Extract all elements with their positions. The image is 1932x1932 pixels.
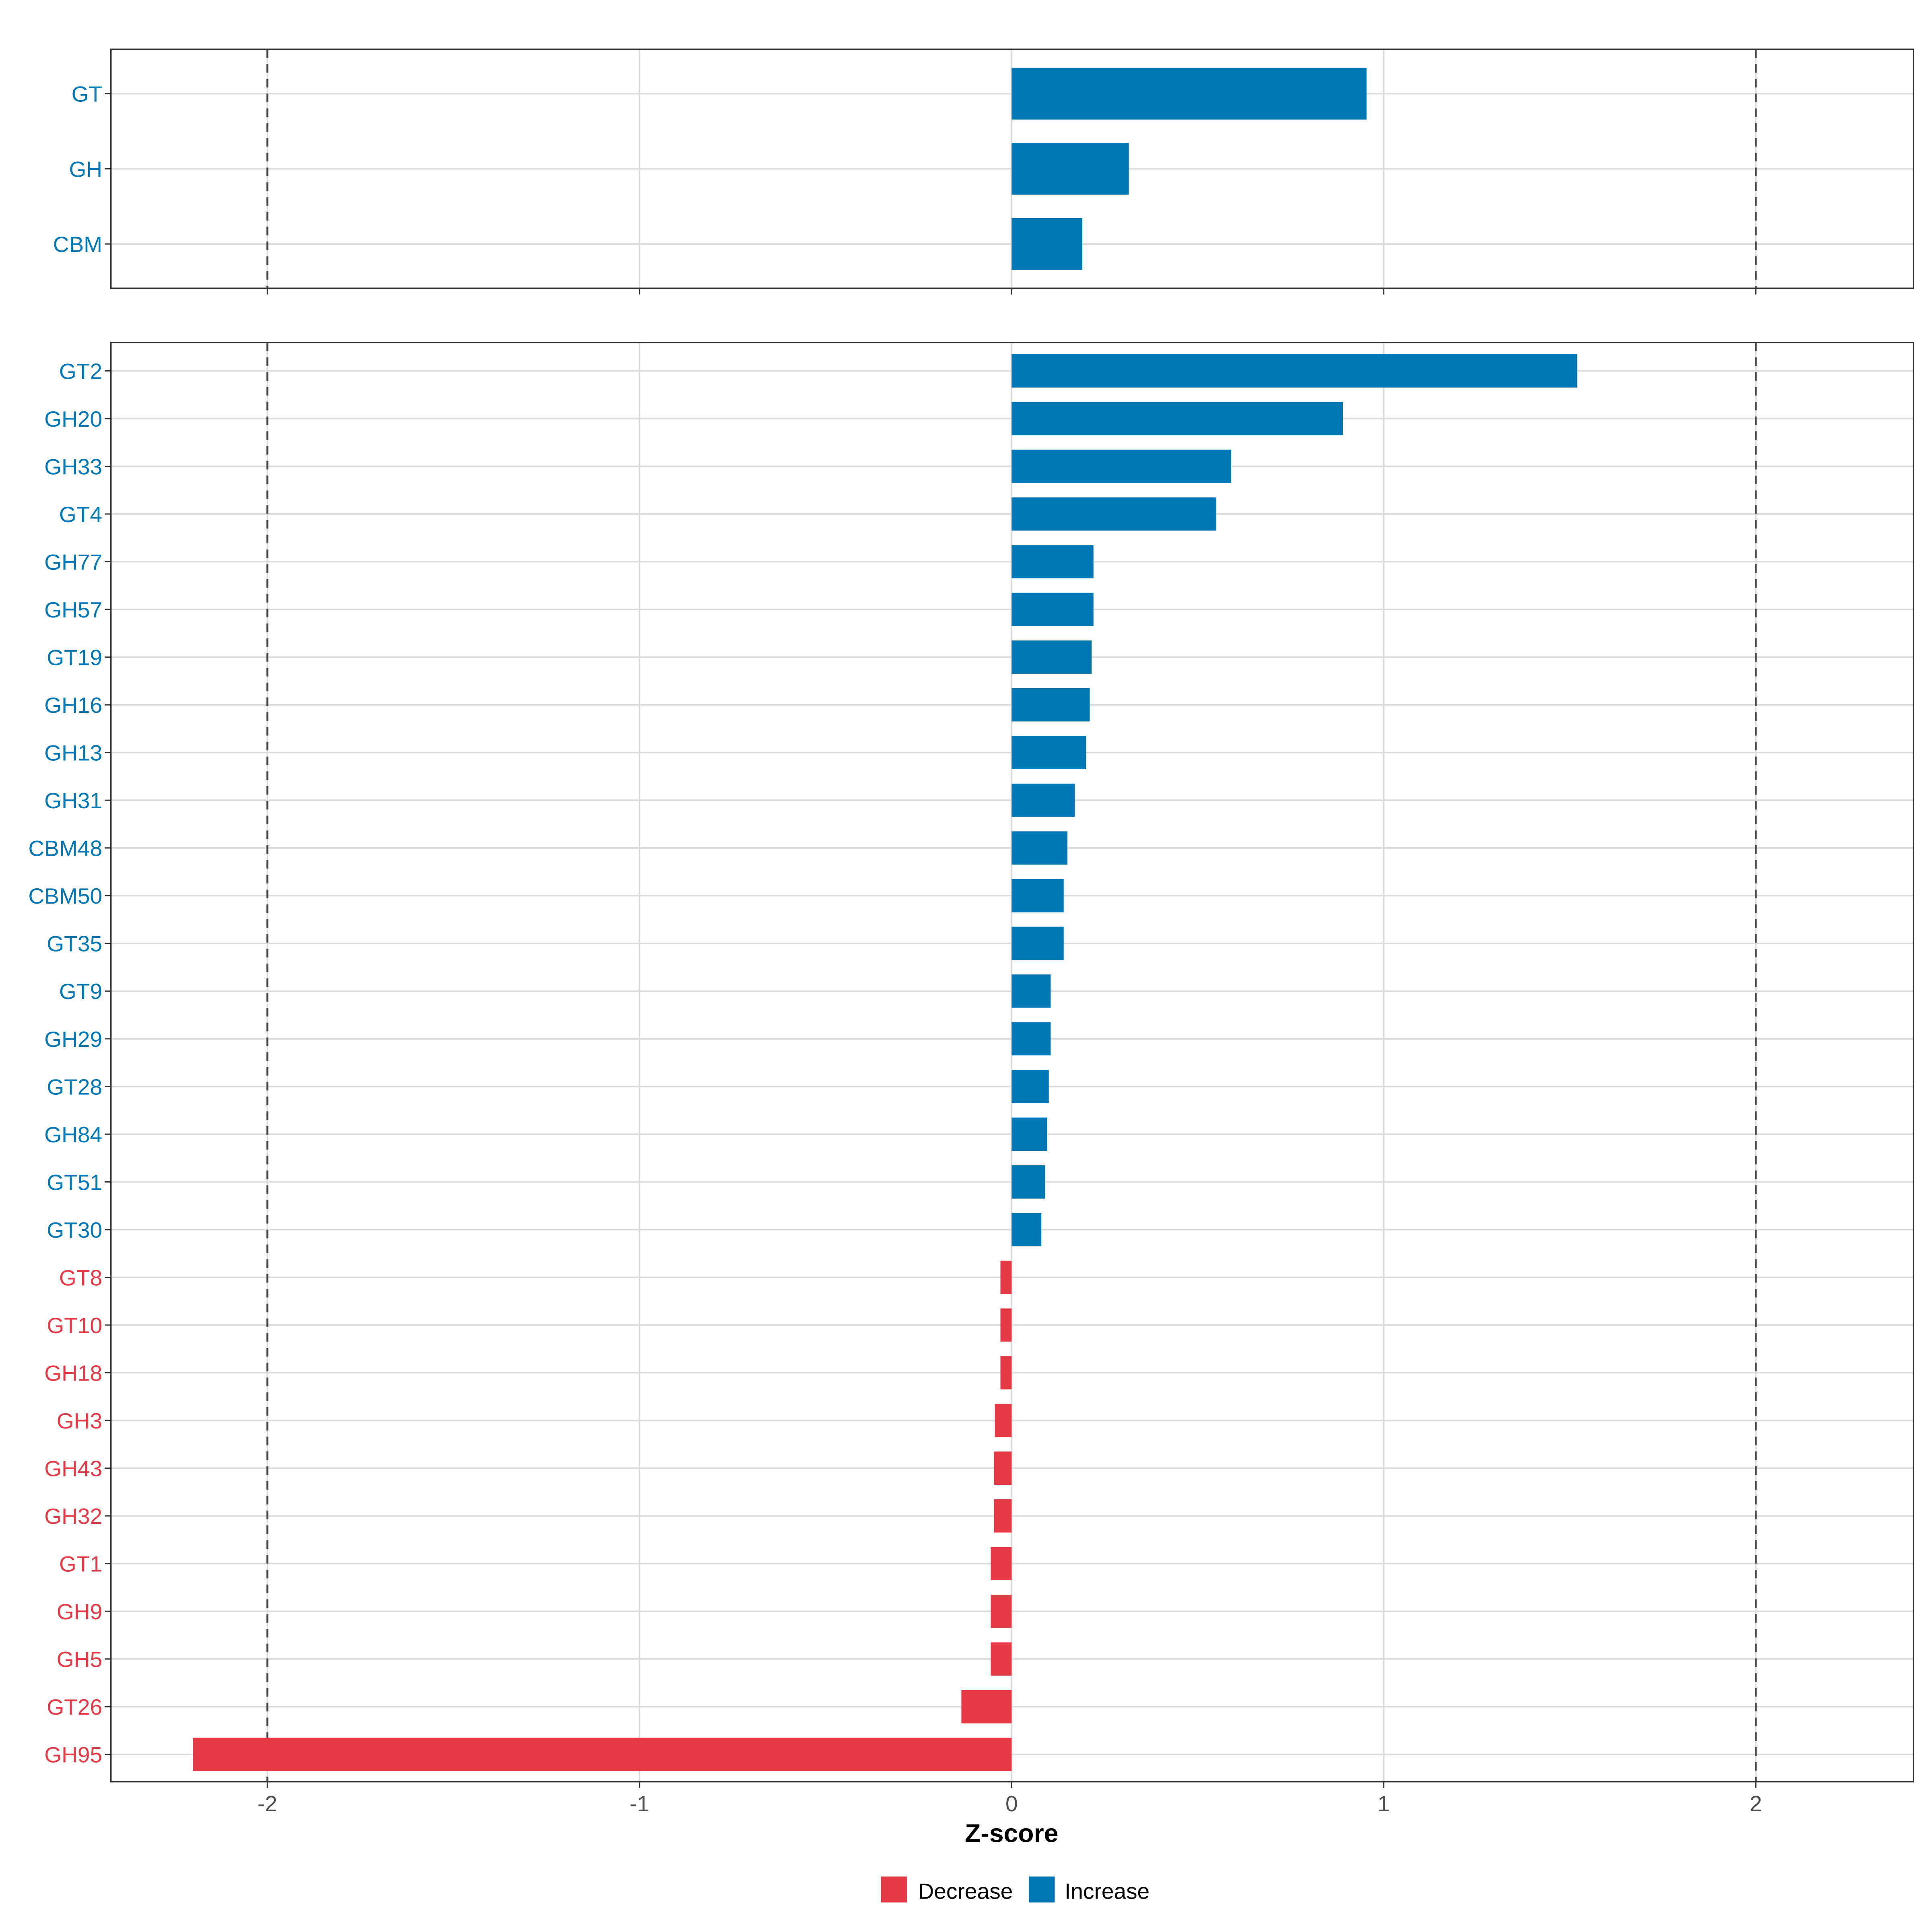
category-label: GT26 xyxy=(47,1695,102,1719)
bar-GT30 xyxy=(1011,1213,1042,1247)
x-tick-label: -1 xyxy=(630,1791,649,1816)
x-tick-label: 1 xyxy=(1377,1791,1390,1816)
category-label: GH5 xyxy=(57,1647,102,1672)
bar-GT26 xyxy=(961,1690,1012,1724)
x-axis-title: Z-score xyxy=(965,1819,1058,1848)
category-label: GT9 xyxy=(59,979,102,1004)
bar-GT28 xyxy=(1011,1070,1049,1103)
bar-GH9 xyxy=(991,1594,1012,1628)
legend-label-increase: Increase xyxy=(1065,1878,1150,1903)
category-label: GH13 xyxy=(44,741,102,766)
category-label: GH43 xyxy=(44,1456,102,1481)
category-label: GT28 xyxy=(47,1074,102,1099)
x-tick-label: 0 xyxy=(1005,1791,1018,1816)
category-label: GH33 xyxy=(44,454,102,479)
category-label: CBM48 xyxy=(28,836,102,861)
category-label: GH9 xyxy=(57,1599,102,1624)
category-label: GH95 xyxy=(44,1742,102,1767)
category-label: GH16 xyxy=(44,693,102,718)
category-label: GH32 xyxy=(44,1504,102,1529)
bar-GH20 xyxy=(1011,402,1343,436)
bar-GH43 xyxy=(994,1451,1012,1485)
bar-GH3 xyxy=(995,1404,1012,1437)
category-label: CBM50 xyxy=(28,883,102,908)
category-label: GH57 xyxy=(44,597,102,622)
bar-GH77 xyxy=(1011,545,1094,578)
bar-GH18 xyxy=(1000,1356,1012,1389)
category-label: GH77 xyxy=(44,549,102,574)
category-label: GT35 xyxy=(47,931,102,956)
panel-class: GT GH CBM xyxy=(53,48,1914,295)
x-tick-label: -2 xyxy=(258,1791,277,1816)
bar-GT51 xyxy=(1011,1165,1045,1199)
legend-label-decrease: Decrease xyxy=(918,1878,1013,1903)
category-label: GT30 xyxy=(47,1218,102,1243)
bar-GH84 xyxy=(1011,1117,1047,1151)
bar-GT8 xyxy=(1000,1261,1012,1294)
bar-GH5 xyxy=(991,1642,1012,1676)
category-label: GT xyxy=(72,82,103,107)
bar-GH33 xyxy=(1011,450,1231,483)
bar-GH95 xyxy=(193,1738,1012,1771)
category-label: GH29 xyxy=(44,1027,102,1052)
bar-GT9 xyxy=(1011,974,1051,1008)
category-label: GT4 xyxy=(59,502,102,527)
bar-GT1 xyxy=(991,1547,1012,1581)
bar-CBM48 xyxy=(1011,831,1067,865)
bar-GT2 xyxy=(1011,354,1577,388)
bar-GT19 xyxy=(1011,640,1092,674)
category-label: CBM xyxy=(53,232,102,257)
bar-GH32 xyxy=(994,1499,1012,1533)
category-label: GT8 xyxy=(59,1265,102,1290)
bar-CBM xyxy=(1011,218,1082,270)
category-label: GT2 xyxy=(59,359,102,384)
bar-GH29 xyxy=(1011,1022,1051,1056)
bar-GT35 xyxy=(1011,927,1064,960)
bar-GT10 xyxy=(1000,1308,1012,1342)
bar-GH13 xyxy=(1011,736,1086,769)
category-label: GT1 xyxy=(59,1552,102,1577)
panel-family: GT2 GH20 GH33 GT4 GH77 GH57 GT19 GH16 GH13 GH31 CB… xyxy=(28,342,1914,1788)
bar-GH57 xyxy=(1011,592,1094,626)
category-label: GT10 xyxy=(47,1313,102,1338)
legend: Decrease Increase xyxy=(881,1876,1150,1903)
category-label: GT19 xyxy=(47,645,102,670)
category-label: GH31 xyxy=(44,788,102,813)
category-label: GH xyxy=(69,157,102,182)
category-label: GH84 xyxy=(44,1122,102,1147)
bar-GH31 xyxy=(1011,783,1075,817)
legend-swatch-decrease xyxy=(881,1876,907,1903)
category-label: GH18 xyxy=(44,1360,102,1385)
bar-GT xyxy=(1011,68,1367,120)
legend-swatch-increase xyxy=(1029,1876,1055,1903)
category-label: GH3 xyxy=(57,1408,102,1433)
bar-CBM50 xyxy=(1011,879,1064,912)
bar-GT4 xyxy=(1011,497,1216,531)
category-label: GH20 xyxy=(44,407,102,431)
bar-GH xyxy=(1011,143,1129,195)
category-label: GT51 xyxy=(47,1170,102,1195)
bar-GH16 xyxy=(1011,688,1090,722)
x-tick-label: 2 xyxy=(1750,1791,1762,1816)
